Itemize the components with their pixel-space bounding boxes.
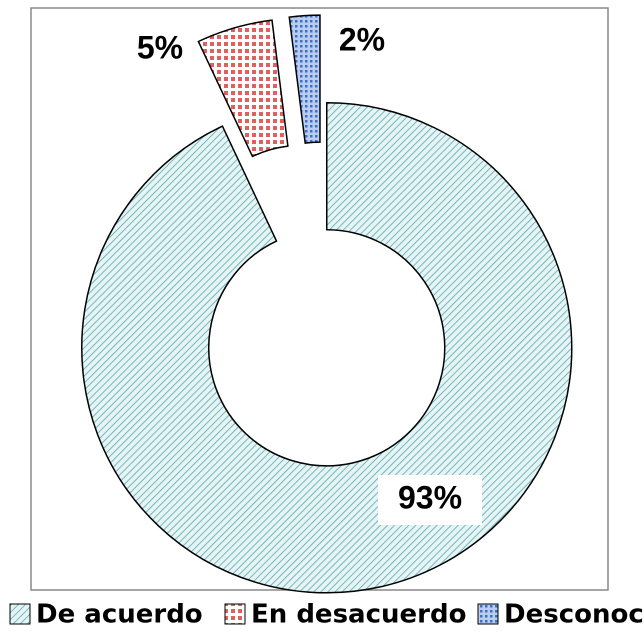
- legend-swatch: [224, 603, 246, 625]
- data-label: 5%: [137, 29, 183, 65]
- data-label: 2%: [339, 21, 385, 57]
- legend-swatch: [477, 603, 499, 625]
- donut-slice: [197, 19, 289, 158]
- donut-slice: [81, 102, 573, 594]
- legend-label: Desconoce: [504, 600, 644, 630]
- label-box: [378, 475, 482, 525]
- donut-slice: [288, 14, 321, 144]
- legend-label: De acuerdo: [36, 600, 203, 630]
- legend-swatch: [9, 603, 31, 625]
- legend-label: En desacuerdo: [251, 600, 466, 630]
- data-label: 93%: [398, 479, 462, 515]
